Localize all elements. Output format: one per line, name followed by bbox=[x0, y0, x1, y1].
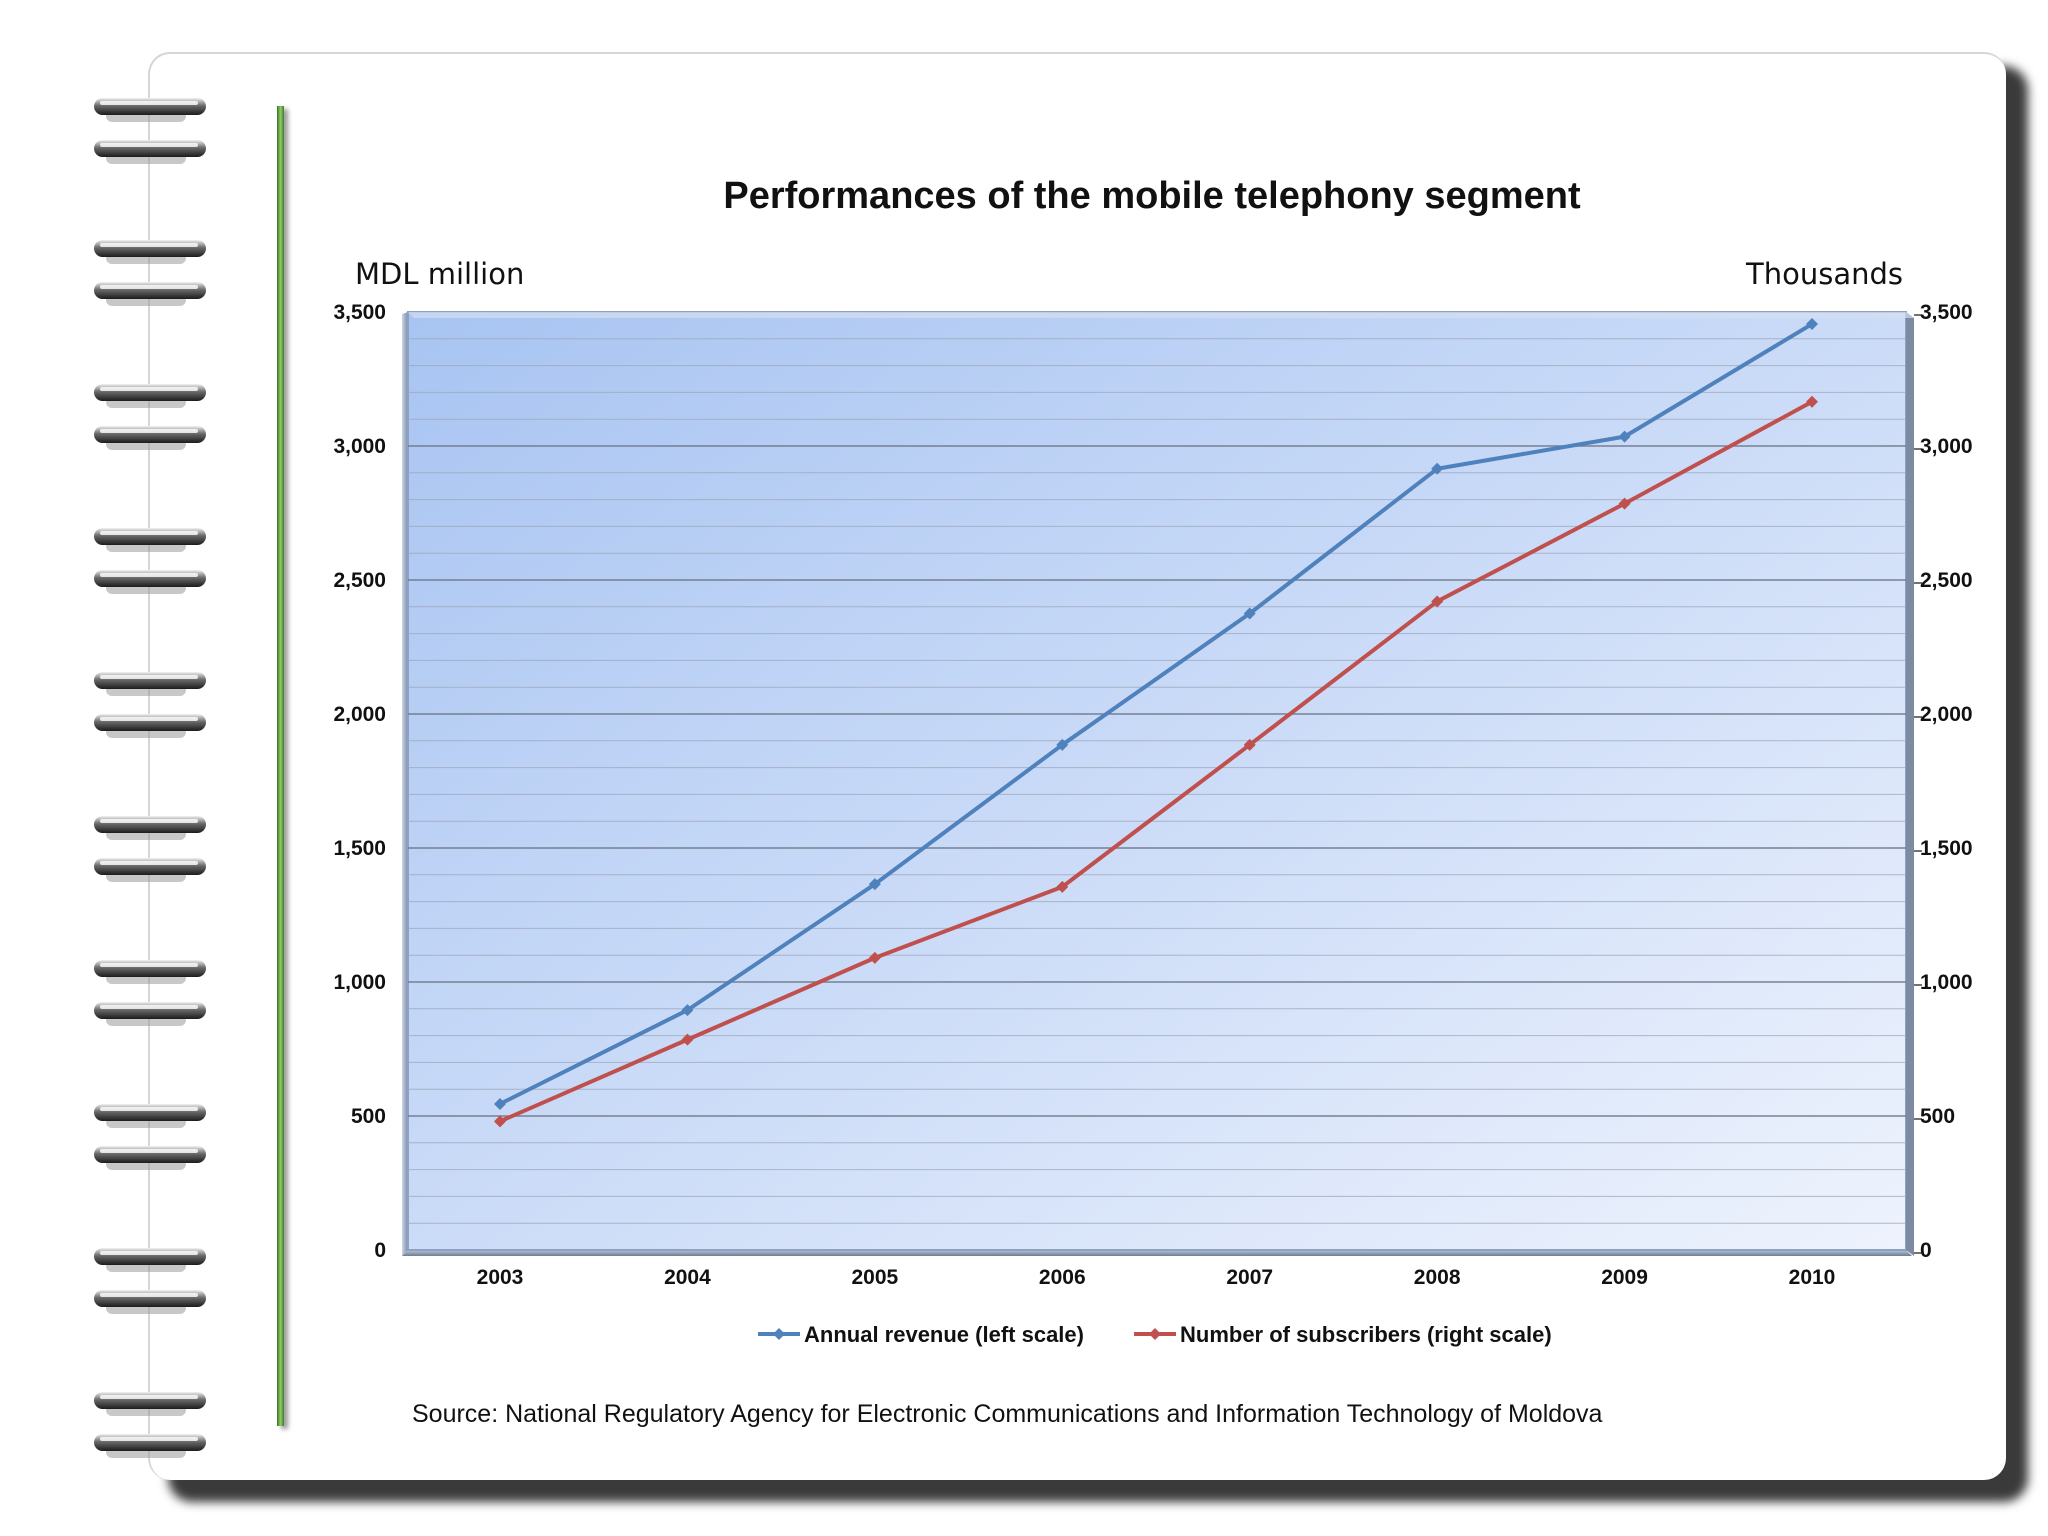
data-point bbox=[494, 1115, 506, 1128]
binding-ring-16 bbox=[94, 1248, 206, 1272]
right-axis-tick-label: 2,000 bbox=[1920, 703, 1973, 726]
source-note: Source: National Regulatory Agency for E… bbox=[412, 1400, 1603, 1428]
binding-ring-14 bbox=[94, 1104, 206, 1128]
left-axis-tick-label: 3,000 bbox=[333, 435, 386, 458]
left-axis-tick-label: 1,000 bbox=[333, 971, 386, 994]
chart-title: Performances of the mobile telephony seg… bbox=[723, 175, 1581, 217]
left-axis-label: MDL million bbox=[355, 257, 524, 291]
right-axis-tick-label: 1,000 bbox=[1920, 971, 1973, 994]
right-axis-tick-label: 500 bbox=[1920, 1105, 1955, 1128]
binding-ring-9 bbox=[94, 714, 206, 738]
series-line-0 bbox=[499, 322, 1814, 1106]
left-axis-tick-label: 2,500 bbox=[333, 569, 386, 592]
binding-ring-11 bbox=[94, 858, 206, 882]
left-axis-tick-label: 1,500 bbox=[333, 837, 386, 860]
data-point bbox=[868, 878, 881, 891]
data-point bbox=[1056, 880, 1069, 893]
right-axis-tick-label: 0 bbox=[1920, 1239, 1932, 1262]
legend-label-1: Number of subscribers (right scale) bbox=[1180, 1322, 1552, 1347]
data-point bbox=[1243, 738, 1256, 751]
data-point bbox=[681, 1004, 694, 1017]
data-point bbox=[1056, 738, 1069, 751]
series-line-1 bbox=[499, 400, 1813, 1124]
right-axis-label: Thousands bbox=[1745, 257, 1903, 291]
binding-ring-2 bbox=[94, 240, 206, 264]
binding-ring-13 bbox=[94, 1002, 206, 1026]
binding-ring-18 bbox=[94, 1392, 206, 1416]
data-point bbox=[1431, 462, 1444, 475]
legend-marker-0 bbox=[773, 1328, 785, 1340]
data-point bbox=[1243, 607, 1256, 620]
right-axis-tick-label: 2,500 bbox=[1920, 569, 1973, 592]
right-axis-tick-label: 1,500 bbox=[1920, 837, 1973, 860]
legend-marker-1 bbox=[1149, 1328, 1161, 1340]
x-axis-tick-label: 2005 bbox=[851, 1266, 898, 1289]
left-axis-tick-label: 500 bbox=[351, 1105, 386, 1128]
binding-ring-10 bbox=[94, 816, 206, 840]
data-point bbox=[1806, 395, 1818, 408]
legend-label-0: Annual revenue (left scale) bbox=[804, 1322, 1084, 1347]
plot-floor bbox=[402, 1250, 1912, 1256]
plot-left-wall bbox=[402, 312, 408, 1256]
data-point bbox=[868, 951, 881, 964]
x-axis-tick-label: 2006 bbox=[1039, 1266, 1086, 1289]
binding-ring-15 bbox=[94, 1146, 206, 1170]
binding-ring-12 bbox=[94, 960, 206, 984]
x-axis-tick-label: 2004 bbox=[664, 1266, 711, 1289]
binding-ring-6 bbox=[94, 528, 206, 552]
margin-line bbox=[277, 106, 284, 1426]
binding-ring-17 bbox=[94, 1290, 206, 1314]
binding-ring-4 bbox=[94, 384, 206, 408]
left-axis-tick-label: 0 bbox=[374, 1239, 386, 1262]
x-axis-tick-label: 2003 bbox=[477, 1266, 524, 1289]
plot-top-bevel bbox=[408, 312, 1914, 318]
binding-ring-5 bbox=[94, 426, 206, 450]
spiral-binding bbox=[94, 98, 206, 1458]
plot-area bbox=[407, 311, 1907, 1251]
left-axis-tick-label: 2,000 bbox=[333, 703, 386, 726]
plot-right-wall bbox=[1906, 312, 1914, 1256]
binding-ring-1 bbox=[94, 140, 206, 164]
binding-ring-0 bbox=[94, 98, 206, 122]
binding-ring-8 bbox=[94, 672, 206, 696]
x-axis-tick-label: 2010 bbox=[1789, 1266, 1836, 1289]
x-axis-tick-label: 2007 bbox=[1226, 1266, 1273, 1289]
data-point bbox=[681, 1033, 694, 1046]
data-point bbox=[1618, 497, 1631, 510]
data-point bbox=[1618, 430, 1631, 443]
right-axis-tick-label: 3,500 bbox=[1920, 301, 1973, 324]
data-point bbox=[1431, 595, 1444, 608]
data-point bbox=[1806, 318, 1818, 331]
data-point bbox=[494, 1097, 506, 1110]
left-axis-tick-label: 3,500 bbox=[333, 301, 386, 324]
right-axis-tick-label: 3,000 bbox=[1920, 435, 1973, 458]
binding-ring-7 bbox=[94, 570, 206, 594]
binding-ring-3 bbox=[94, 282, 206, 306]
legend: Annual revenue (left scale) Number of sub… bbox=[758, 1322, 1552, 1347]
x-axis-tick-label: 2008 bbox=[1414, 1266, 1461, 1289]
x-axis-tick-label: 2009 bbox=[1601, 1266, 1648, 1289]
binding-ring-19 bbox=[94, 1434, 206, 1458]
